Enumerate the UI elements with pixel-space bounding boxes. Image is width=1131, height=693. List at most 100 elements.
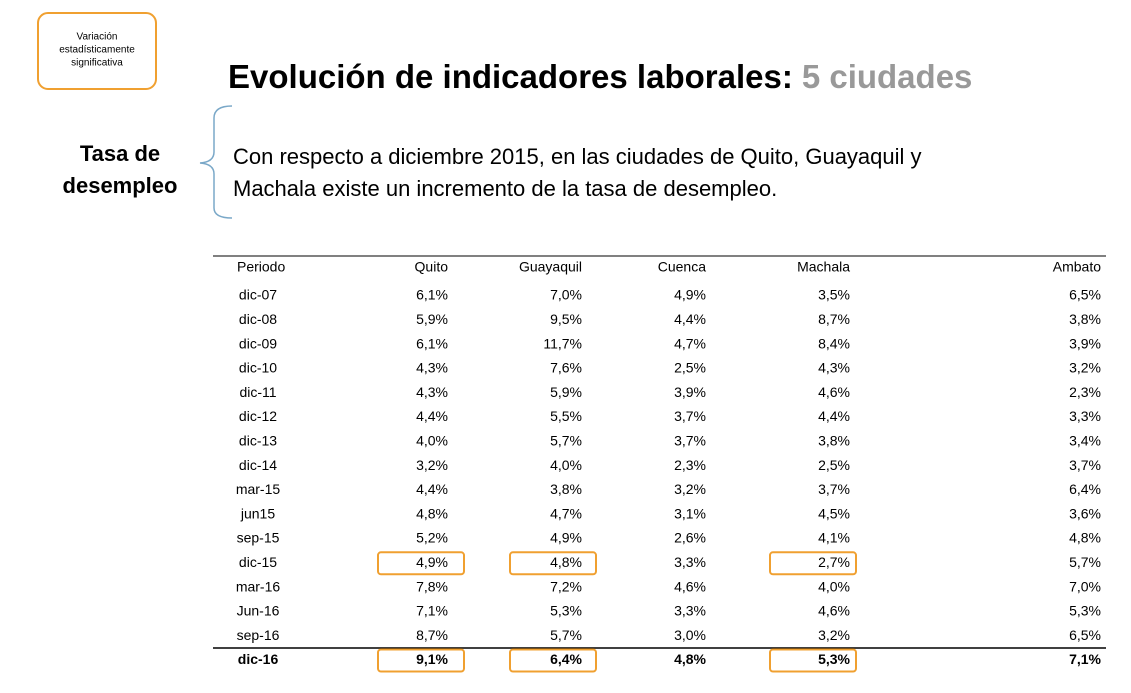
cell-value: 3,8%: [818, 433, 850, 449]
cell-value: 3,2%: [1069, 360, 1101, 376]
cell-value: 7,0%: [1069, 578, 1101, 594]
cell-value: 3,3%: [674, 554, 706, 570]
column-header: Quito: [415, 259, 449, 275]
significance-box: [509, 551, 597, 576]
row-label: dic-11: [239, 384, 276, 400]
row-label: dic-13: [239, 433, 277, 449]
cell-value: 4,0%: [550, 457, 582, 473]
cell-value: 4,3%: [416, 360, 448, 376]
cell-value: 4,6%: [818, 384, 850, 400]
significance-box: [769, 551, 857, 576]
cell-value: 7,1%: [416, 603, 448, 619]
cell-value: 4,6%: [818, 603, 850, 619]
cell-value: 3,2%: [416, 457, 448, 473]
row-label: sep-15: [237, 530, 280, 546]
description: Con respecto a diciembre 2015, en las ci…: [233, 144, 922, 169]
cell-value: 3,7%: [674, 408, 706, 424]
cell-value: 6,5%: [1069, 287, 1101, 303]
cell-value: 4,8%: [550, 554, 582, 570]
cell-value: 4,7%: [674, 335, 706, 351]
cell-value: 5,7%: [550, 433, 582, 449]
cell-value: 6,4%: [1069, 481, 1101, 497]
legend-text: Variación: [77, 32, 118, 43]
column-header: Ambato: [1053, 259, 1101, 275]
cell-value: 3,2%: [818, 627, 850, 643]
description: Machala existe un incremento de la tasa …: [233, 176, 777, 201]
legend-text: estadísticamente: [59, 45, 135, 56]
cell-value: 4,8%: [416, 505, 448, 521]
row-label: dic-07: [239, 287, 277, 303]
cell-value: 3,8%: [1069, 311, 1101, 327]
title: Evolución de indicadores laborales: 5 ciu…: [228, 58, 972, 95]
cell-value: 4,3%: [416, 384, 448, 400]
cell-value: 8,7%: [818, 311, 850, 327]
cell-value: 3,2%: [674, 481, 706, 497]
cell-value: 5,3%: [818, 651, 850, 667]
cell-value: 5,7%: [550, 627, 582, 643]
cell-value: 11,7%: [543, 335, 582, 351]
cell-value: 3,7%: [818, 481, 850, 497]
cell-value: 4,4%: [818, 408, 850, 424]
cell-value: 4,8%: [1069, 530, 1101, 546]
cell-value: 6,5%: [1069, 627, 1101, 643]
row-label: dic-15: [239, 554, 277, 570]
cell-value: 2,5%: [674, 360, 706, 376]
cell-value: 4,8%: [674, 651, 706, 667]
row-label: dic-12: [239, 408, 277, 424]
cell-value: 4,4%: [416, 408, 448, 424]
cell-value: 4,5%: [818, 505, 850, 521]
label: Tasa de: [80, 141, 160, 166]
cell-value: 4,9%: [550, 530, 582, 546]
cell-value: 4,9%: [416, 554, 448, 570]
cell-value: 7,0%: [550, 287, 582, 303]
cell-value: 3,7%: [1069, 457, 1101, 473]
row-label: jun15: [240, 505, 275, 521]
cell-value: 3,3%: [674, 603, 706, 619]
cell-value: 3,7%: [674, 433, 706, 449]
cell-value: 8,7%: [416, 627, 448, 643]
cell-value: 4,4%: [674, 311, 706, 327]
column-header: Periodo: [237, 259, 285, 275]
significance-box: [769, 648, 857, 673]
column-header: Machala: [797, 259, 850, 275]
cell-value: 4,0%: [416, 433, 448, 449]
cell-value: 4,4%: [416, 481, 448, 497]
cell-value: 2,7%: [818, 554, 850, 570]
row-label: mar-16: [236, 578, 281, 594]
cell-value: 2,3%: [674, 457, 706, 473]
cell-value: 3,6%: [1069, 505, 1101, 521]
significance-box: [509, 648, 597, 673]
row-label: Jun-16: [237, 603, 280, 619]
cell-value: 9,1%: [416, 651, 448, 667]
row-label: sep-16: [237, 627, 280, 643]
cell-value: 7,2%: [550, 578, 582, 594]
significance-box: [377, 551, 465, 576]
significance-box: [377, 648, 465, 673]
title-highlight: 5 ciudades: [802, 58, 973, 95]
legend-text: significativa: [71, 58, 123, 69]
cell-value: 4,3%: [818, 360, 850, 376]
cell-value: 4,1%: [818, 530, 850, 546]
cell-value: 4,7%: [550, 505, 582, 521]
cell-value: 2,6%: [674, 530, 706, 546]
cell-value: 4,6%: [674, 578, 706, 594]
cell-value: 7,1%: [1069, 651, 1101, 667]
cell-value: 3,5%: [818, 287, 850, 303]
title-main: Evolución de indicadores laborales:: [228, 58, 793, 95]
cell-value: 4,9%: [674, 287, 706, 303]
row-label: dic-08: [239, 311, 277, 327]
cell-value: 5,9%: [550, 384, 582, 400]
cell-value: 7,6%: [550, 360, 582, 376]
table: Periodo Quito Guayaquil Cuenca Machala Ambato…: [213, 255, 1106, 673]
cell-value: 3,4%: [1069, 433, 1101, 449]
cell-value: 3,9%: [1069, 335, 1101, 351]
cell-value: 3,8%: [550, 481, 582, 497]
row-label: dic-16: [238, 651, 279, 667]
cell-value: 5,2%: [416, 530, 448, 546]
cell-value: 2,5%: [818, 457, 850, 473]
cell-value: 3,3%: [1069, 408, 1101, 424]
cell-value: 7,8%: [416, 578, 448, 594]
cell-value: 3,0%: [674, 627, 706, 643]
cell-value: 4,0%: [818, 578, 850, 594]
